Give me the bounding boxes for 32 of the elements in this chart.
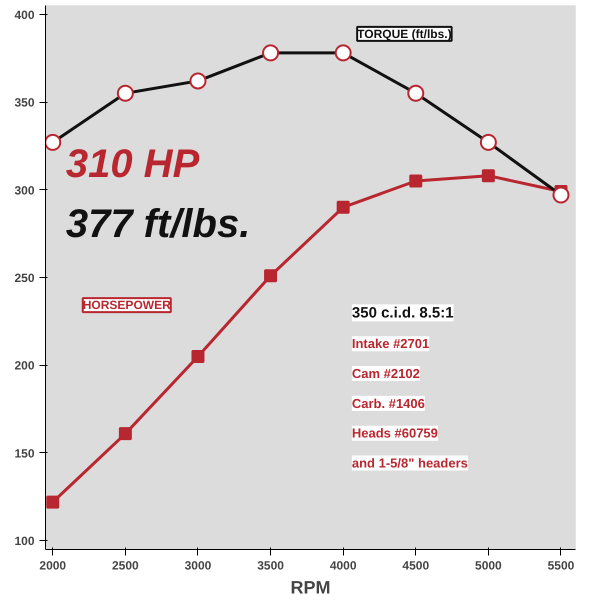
annotation: 310 HP	[66, 142, 200, 186]
x-tick-label: 2000	[39, 558, 66, 572]
x-tick-label: 3000	[184, 558, 212, 572]
y-tick-label: 350	[14, 96, 35, 110]
annotation: Carb. #1406	[352, 396, 425, 411]
annotation: Heads #60759	[352, 426, 438, 441]
text: HORSEPOWER	[82, 298, 172, 312]
point	[191, 350, 204, 363]
annotation: and 1-5/8" headers	[352, 456, 468, 471]
point	[336, 200, 350, 214]
y-tick-label: 200	[14, 358, 35, 373]
x-tick-label: 4500	[402, 558, 430, 572]
y-tick-label: 150	[14, 446, 35, 460]
annotation: Intake #2701	[352, 336, 430, 352]
x-tick-label: 4000	[330, 558, 357, 572]
x-tick-label: 5000	[475, 558, 502, 572]
y-tick-label: 400	[14, 8, 35, 22]
x-tick-label: 5500	[548, 558, 575, 572]
x-tick-label: 2500	[112, 558, 140, 572]
annotation: Cam #2102	[352, 366, 420, 382]
y-tick-label: 250	[14, 271, 35, 285]
y-tick-label: 300	[14, 183, 35, 198]
y-tick-label: 100	[14, 534, 35, 548]
point	[46, 496, 60, 509]
x-tick-label: 3500	[257, 558, 284, 572]
annotation: 350 c.i.d. 8.5:1	[352, 304, 454, 322]
point	[118, 427, 132, 440]
point	[409, 174, 422, 188]
x-axis-title: RPM	[290, 578, 330, 598]
point	[482, 169, 495, 182]
annotation: 377 ft/lbs.	[66, 202, 250, 246]
point	[264, 269, 278, 282]
